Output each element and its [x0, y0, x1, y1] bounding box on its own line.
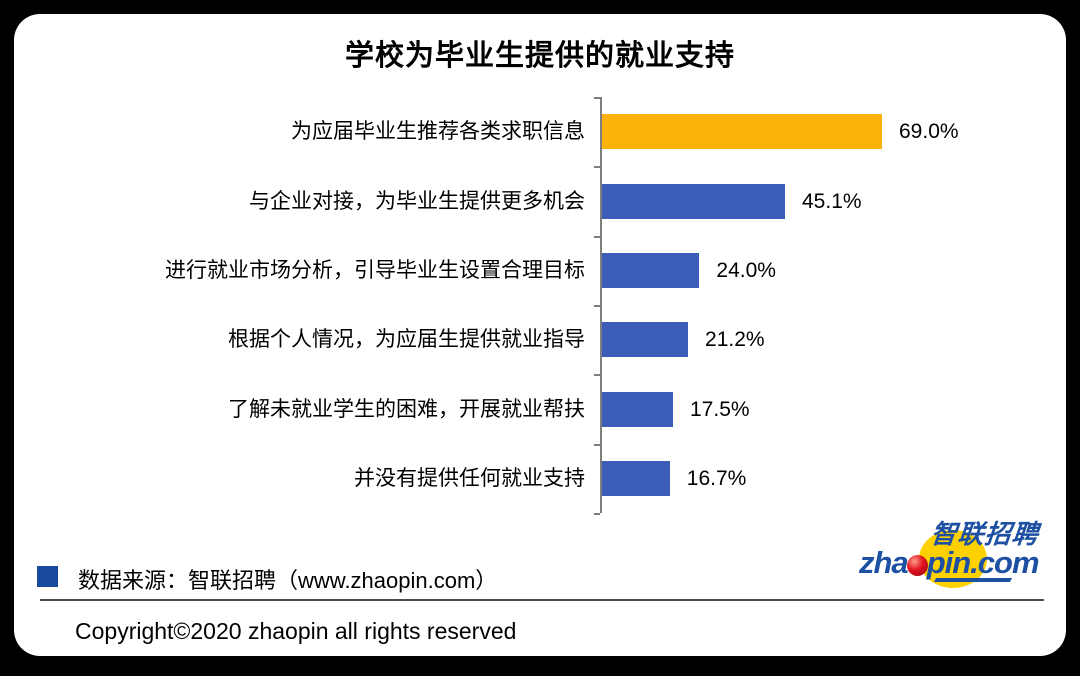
bar-4	[602, 391, 673, 427]
logo-red-sphere-icon	[906, 554, 928, 576]
logo-text-pincom: pin.com	[926, 545, 1040, 580]
bar-5	[602, 460, 670, 496]
y-axis-tick	[594, 374, 600, 377]
value-label-5: 16.7%	[686, 466, 747, 490]
category-label-5: 并没有提供任何就业支持	[354, 466, 585, 490]
category-label-1: 与企业对接，为毕业生提供更多机会	[249, 189, 585, 213]
y-axis-tick	[594, 513, 600, 515]
value-label-3: 21.2%	[705, 328, 765, 352]
value-label-1: 45.1%	[802, 189, 862, 213]
footer-divider-line	[40, 599, 1044, 601]
y-axis-line	[600, 97, 602, 513]
logo-chinese-text: 智联招聘	[929, 519, 1041, 549]
chart-card: 学校为毕业生提供的就业支持 为应届毕业生推荐各类求职信息 69.0% 与企业对接，为…	[14, 14, 1066, 656]
category-label-3: 根据个人情况，为应届生提供就业指导	[228, 328, 585, 352]
legend-color-swatch	[37, 566, 58, 587]
bar-0	[602, 114, 882, 150]
value-label-2: 24.0%	[716, 258, 776, 282]
data-source-text: 数据来源：智联招聘（www.zhaopin.com）	[78, 568, 498, 593]
value-label-4: 17.5%	[690, 397, 750, 421]
y-axis-tick	[594, 166, 600, 169]
copyright-text: Copyright©2020 zhaopin all rights reserv…	[75, 618, 517, 644]
category-label-0: 为应届毕业生推荐各类求职信息	[291, 120, 585, 144]
value-label-0: 69.0%	[899, 120, 959, 144]
bar-2	[602, 252, 700, 288]
category-label-2: 进行就业市场分析，引导毕业生设置合理目标	[165, 258, 585, 282]
y-axis-tick	[594, 97, 600, 99]
y-axis-tick	[594, 235, 600, 238]
logo-wordmark: zha pin.com	[859, 545, 1040, 581]
y-axis-tick	[594, 443, 600, 446]
bar-1	[602, 183, 785, 219]
bar-chart: 为应届毕业生推荐各类求职信息 69.0% 与企业对接，为毕业生提供更多机会 45.1%…	[14, 14, 1066, 656]
zhaopin-logo: zha pin.com 智联招聘	[855, 512, 1061, 604]
bar-3	[602, 322, 689, 358]
logo-text-zha: zha	[859, 545, 909, 580]
chart-title: 学校为毕业生提供的就业支持	[344, 40, 735, 72]
category-label-4: 了解未就业学生的困难，开展就业帮扶	[228, 397, 585, 421]
y-axis-tick	[594, 305, 600, 307]
